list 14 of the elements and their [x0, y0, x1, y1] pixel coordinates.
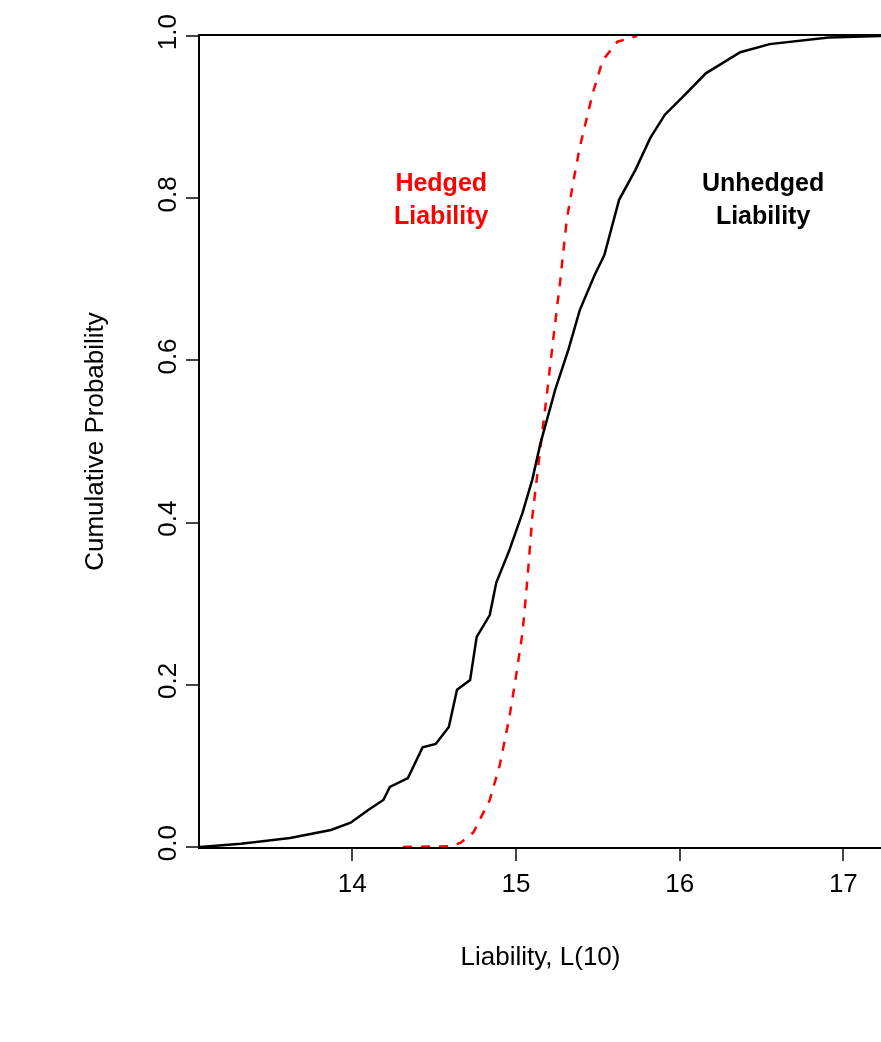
x-tick-label: 15: [501, 868, 531, 899]
y-axis-title: Cumulative Probability: [79, 312, 110, 571]
x-axis-title: Liability, L(10): [460, 941, 621, 972]
y-tick-label: 1.0: [151, 14, 182, 51]
y-tick-label: 0.0: [151, 825, 182, 862]
y-tick-label: 0.2: [151, 662, 182, 699]
y-tick-label: 0.6: [151, 338, 182, 375]
x-tick-label: 14: [337, 868, 367, 899]
y-tick-label: 0.8: [151, 176, 182, 213]
x-tick-label: 17: [828, 868, 858, 899]
y-tick-label: 0.4: [151, 500, 182, 537]
text: Hedged Liability: [394, 168, 489, 229]
x-tick-label: 16: [665, 868, 695, 899]
text: Unhedged Liability: [702, 168, 825, 229]
